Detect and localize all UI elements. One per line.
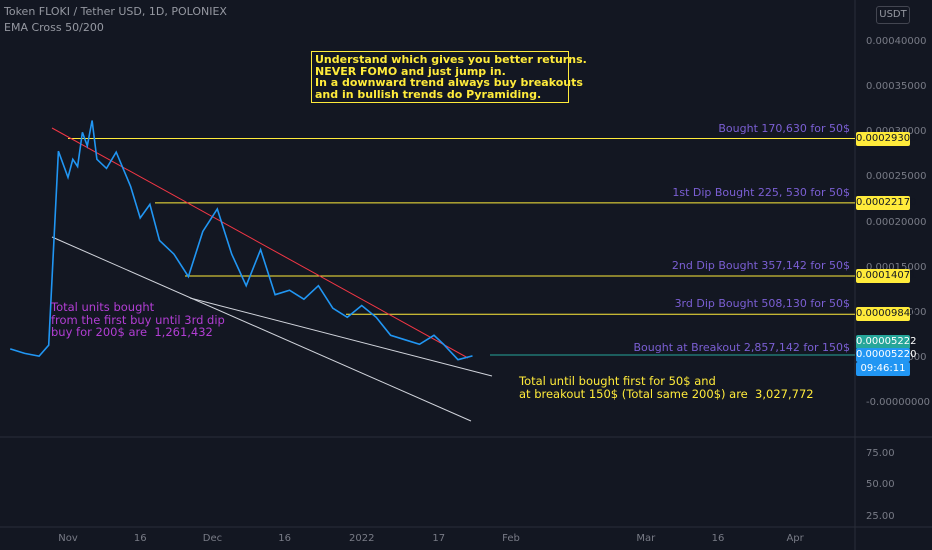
level-price-tag-4: 0.00009840: [856, 307, 917, 322]
osc-tick-label: 25.00: [866, 511, 895, 522]
countdown-timer: 09:46:11: [856, 362, 910, 376]
level-label-4: 3rd Dip Bought 508,130 for 50$: [674, 297, 850, 311]
y-tick-label: 0.00040000: [866, 36, 927, 47]
x-tick-label: Mar: [636, 533, 656, 544]
support-trend-line: [189, 297, 493, 377]
yellow-note: Total until bought first for 50$ and at …: [519, 374, 814, 401]
y-tick-label: 0.00035000: [866, 81, 927, 93]
x-tick-label: 16: [133, 533, 147, 544]
lower-trend-line: [51, 236, 472, 422]
price-tag-current: 0.00005220: [856, 348, 917, 362]
x-tick-label: Feb: [502, 533, 520, 544]
x-tick-label: Apr: [786, 533, 804, 544]
level-label-1: Bought 170,630 for 50$: [718, 121, 850, 135]
y-tick-label: -0.00000000: [866, 397, 931, 408]
level-label-3: 2nd Dip Bought 357,142 for 50$: [671, 259, 850, 272]
x-tick-label: 16: [711, 533, 725, 544]
chart-title: Token FLOKI / Tether USD, 1D, POLONIEX: [4, 5, 227, 18]
osc-tick-label: 50.00: [866, 479, 895, 490]
x-tick-label: 17: [432, 533, 446, 544]
price-tag-green: 0.00005222: [856, 335, 917, 349]
x-tick-label: 16: [278, 533, 292, 544]
x-tick-label: Dec: [202, 533, 223, 544]
x-tick-label: 2022: [348, 533, 375, 544]
x-tick-label: Nov: [58, 533, 78, 544]
y-tick-label: 0.00015000: [866, 261, 927, 273]
indicator-label: EMA Cross 50/200: [4, 21, 104, 34]
y-tick-label: 0.00025000: [866, 171, 927, 183]
y-tick-label: 0.00020000: [866, 216, 927, 228]
price-series-line: [9, 120, 473, 361]
currency-button[interactable]: USDT: [876, 6, 910, 24]
breakout-label: Bought at Breakout 2,857,142 for 150$: [633, 341, 850, 354]
level-price-tag-1: 0.00029303: [856, 131, 917, 146]
osc-tick-label: 75.00: [866, 448, 895, 459]
note-box: Understand which gives you better return…: [311, 51, 587, 103]
purple-note: Total units bought from the first buy un…: [51, 300, 225, 339]
level-price-tag-2: 0.00022170: [856, 195, 917, 210]
level-label-2: 1st Dip Bought 225, 530 for 50$: [672, 185, 850, 199]
level-price-tag-3: 0.00014071: [856, 269, 917, 283]
